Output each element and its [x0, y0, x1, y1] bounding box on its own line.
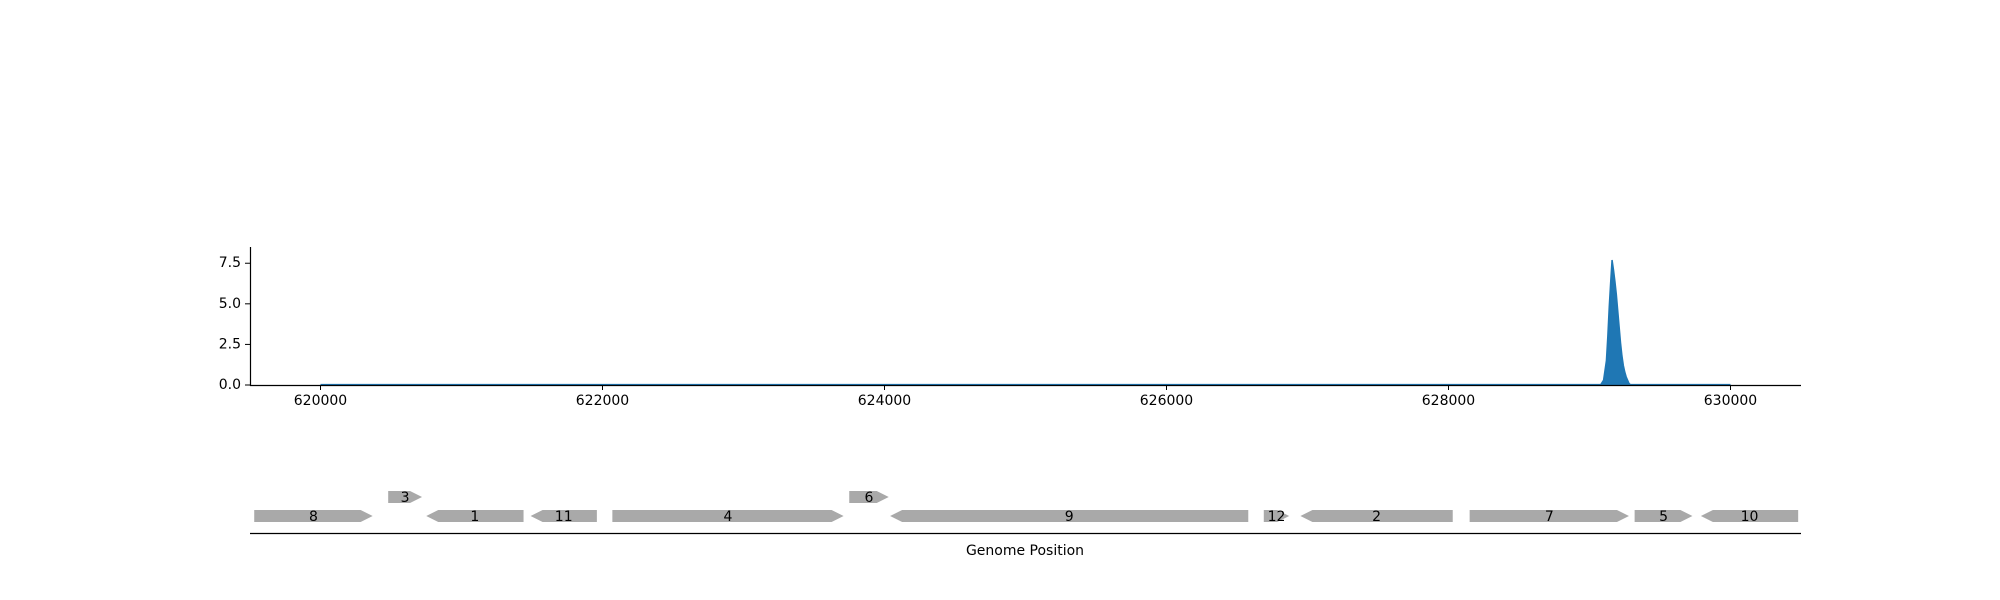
- coverage-plot: 620000 622000 624000 626000 628000 630000 0.0…: [219, 247, 1801, 409]
- gene-label-3: 3: [401, 490, 410, 506]
- gene-label-6: 6: [865, 490, 874, 506]
- gene-label-12: 12: [1268, 509, 1286, 525]
- gene-arrow-12: [1263, 510, 1290, 522]
- gene-label-9: 9: [1065, 509, 1074, 525]
- gene-arrow-6: [849, 491, 889, 503]
- gene-arrow-11: [530, 510, 597, 522]
- y-axis-ticks: 0.0 2.5 5.0 7.5: [219, 255, 250, 393]
- x-axis-ticks: 620000 622000 624000 626000 628000 630000: [294, 385, 1757, 409]
- gene-arrow-10: [1700, 510, 1799, 522]
- gene-label-4: 4: [724, 509, 733, 525]
- coverage-series: [320, 259, 1731, 386]
- x-tick-label-630000: 630000: [1704, 393, 1757, 409]
- x-tick-label-620000: 620000: [294, 393, 347, 409]
- gene-track-x-axis-title: Genome Position: [966, 543, 1084, 559]
- gene-arrow-7: [1469, 510, 1629, 522]
- gene-label-2: 2: [1372, 509, 1381, 525]
- gene-label-11: 11: [555, 509, 573, 525]
- gene-arrow-9: [890, 510, 1249, 522]
- y-tick-label-0: 0.0: [219, 377, 241, 393]
- coverage-area-0: [320, 259, 1731, 385]
- gene-label-10: 10: [1741, 509, 1759, 525]
- coverage-line-0: [320, 259, 1731, 386]
- gene-arrow-2: [1300, 510, 1453, 522]
- x-tick-label-624000: 624000: [858, 393, 911, 409]
- x-tick-label-626000: 626000: [1140, 393, 1193, 409]
- gene-label-1: 1: [470, 509, 479, 525]
- gene-arrow-4: [612, 510, 844, 522]
- gene-arrow-1: [426, 510, 524, 522]
- y-tick-label-5: 5.0: [219, 296, 241, 312]
- gene-arrows: 831 11 469 12 2 7 5 10: [254, 490, 1799, 525]
- gene-label-7: 7: [1545, 509, 1554, 525]
- gene-arrow-3: [388, 491, 423, 503]
- gene-arrow-8: [254, 510, 373, 522]
- x-tick-label-628000: 628000: [1422, 393, 1475, 409]
- gene-arrow-5: [1634, 510, 1693, 522]
- y-tick-label-2.5: 2.5: [219, 336, 241, 352]
- gene-track: 831 11 469 12 2 7 5 10 Genome Position: [250, 490, 1801, 559]
- x-tick-label-622000: 622000: [576, 393, 629, 409]
- gene-label-5: 5: [1659, 509, 1668, 525]
- gene-label-8: 8: [309, 509, 318, 525]
- y-tick-label-7.5: 7.5: [219, 255, 241, 271]
